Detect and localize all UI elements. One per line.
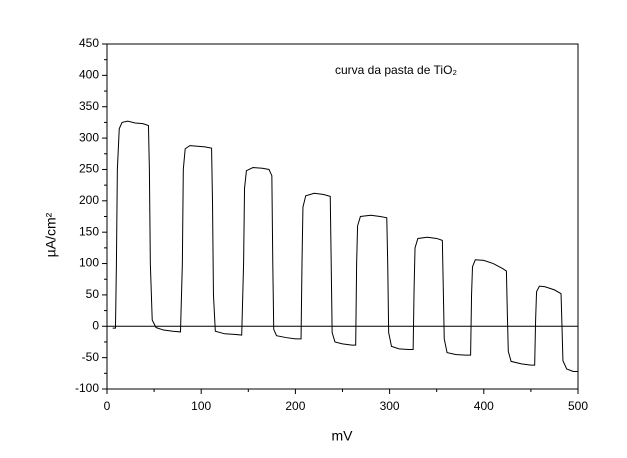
y-tick-label: 150 bbox=[79, 224, 99, 238]
y-tick-label: 450 bbox=[79, 36, 99, 50]
x-tick-label: 100 bbox=[191, 399, 211, 413]
y-tick-label: 50 bbox=[86, 287, 100, 301]
y-tick-label: -100 bbox=[75, 381, 99, 395]
x-tick-label: 200 bbox=[285, 399, 305, 413]
x-tick-label: 300 bbox=[380, 399, 400, 413]
x-tick-label: 0 bbox=[104, 399, 111, 413]
y-tick-label: 400 bbox=[79, 68, 99, 82]
x-tick-label: 500 bbox=[568, 399, 588, 413]
y-axis-label: µA/cm² bbox=[43, 212, 59, 257]
x-axis-label: mV bbox=[332, 428, 354, 444]
data-line bbox=[112, 120, 578, 372]
y-tick-label: 100 bbox=[79, 256, 99, 270]
x-tick-label: 400 bbox=[474, 399, 494, 413]
y-tick-label: 0 bbox=[92, 318, 99, 332]
y-tick-label: -50 bbox=[82, 350, 100, 364]
y-tick-label: 350 bbox=[79, 99, 99, 113]
y-tick-label: 300 bbox=[79, 130, 99, 144]
annotation: curva da pasta de TiO₂ bbox=[335, 63, 457, 77]
y-tick-label: 250 bbox=[79, 162, 99, 176]
y-tick-label: 200 bbox=[79, 193, 99, 207]
